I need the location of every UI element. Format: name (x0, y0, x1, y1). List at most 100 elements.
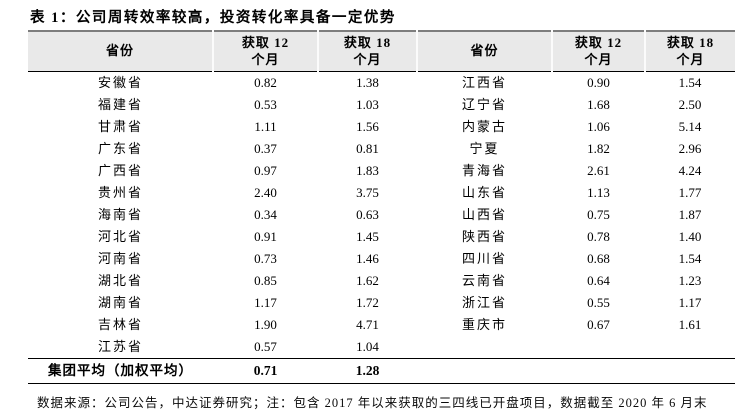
value-cell: 3.75 (356, 185, 379, 200)
total-empty-cell (552, 358, 645, 384)
province-cell: 四川省 (461, 251, 507, 266)
column-header-acquired-18m-right: 获取 18 个月 (644, 31, 735, 72)
total-label: 集团平均（加权平均） (28, 358, 213, 384)
table-row: 广西省 0.97 1.83 青海省 2.61 4.24 (28, 160, 735, 182)
province-cell: 内蒙古 (461, 119, 507, 134)
value-cell: 0.55 (587, 295, 610, 310)
total-value-18m: 1.28 (318, 358, 417, 384)
value-cell: 0.90 (587, 75, 610, 90)
value-cell: 0.64 (587, 273, 610, 288)
table-row: 贵州省 2.40 3.75 山东省 1.13 1.77 (28, 182, 735, 204)
value-cell: 2.96 (678, 141, 702, 156)
province-cell: 贵州省 (97, 185, 143, 200)
total-empty-cell (417, 358, 552, 384)
province-cell: 安徽省 (97, 75, 143, 90)
value-cell: 1.11 (254, 119, 277, 134)
value-cell: 0.91 (254, 229, 277, 244)
table-body: 安徽省 0.82 1.38 江西省 0.90 1.54 福建省 0.53 1.03 辽宁省 1.68… (28, 72, 735, 359)
table-footer-section: 集团平均（加权平均） 0.71 1.28 (28, 358, 735, 384)
table-row: 河南省 0.73 1.46 四川省 0.68 1.54 (28, 248, 735, 270)
table-row: 湖南省 1.17 1.72 浙江省 0.55 1.17 (28, 292, 735, 314)
province-cell: 山西省 (461, 207, 507, 222)
value-cell: 0.85 (254, 273, 277, 288)
column-header-province-left: 省份 (28, 31, 213, 72)
province-cell: 河南省 (97, 251, 143, 266)
value-cell: 1.46 (356, 251, 379, 266)
province-cell (417, 336, 552, 359)
column-header-acquired-12m-left: 获取 12 个月 (212, 31, 318, 72)
table-row: 福建省 0.53 1.03 辽宁省 1.68 2.50 (28, 94, 735, 116)
table-row: 甘肃省 1.11 1.56 内蒙古 1.06 5.14 (28, 116, 735, 138)
value-cell: 1.17 (254, 295, 277, 310)
value-cell: 1.38 (356, 75, 379, 90)
table-row: 湖北省 0.85 1.62 云南省 0.64 1.23 (28, 270, 735, 292)
province-cell: 青海省 (461, 163, 507, 178)
value-cell (552, 336, 645, 359)
value-cell: 1.45 (356, 229, 379, 244)
value-cell: 1.23 (678, 273, 702, 288)
value-cell: 0.57 (254, 339, 277, 354)
value-cell: 2.50 (678, 97, 702, 112)
table-row: 海南省 0.34 0.63 山西省 0.75 1.87 (28, 204, 735, 226)
table-header: 省份 获取 12 个月 获取 18 个月 省份 获取 12 个月 获取 18 个… (28, 31, 735, 72)
value-cell: 1.54 (678, 251, 702, 266)
province-cell: 海南省 (97, 207, 143, 222)
value-cell: 1.04 (356, 339, 379, 354)
table-row: 河北省 0.91 1.45 陕西省 0.78 1.40 (28, 226, 735, 248)
table-title: 表 1：公司周转效率较高，投资转化率具备一定优势 (30, 10, 396, 26)
header-row: 省份 获取 12 个月 获取 18 个月 省份 获取 12 个月 获取 18 个… (28, 31, 735, 72)
value-cell: 1.61 (678, 317, 702, 332)
value-cell: 0.75 (587, 207, 610, 222)
table-row: 吉林省 1.90 4.71 重庆市 0.67 1.61 (28, 314, 735, 336)
province-cell: 重庆市 (461, 317, 507, 332)
province-cell: 广西省 (97, 163, 143, 178)
province-cell: 山东省 (461, 185, 507, 200)
value-cell: 1.54 (678, 75, 702, 90)
value-cell: 1.62 (356, 273, 379, 288)
value-cell: 1.87 (678, 207, 702, 222)
province-cell: 云南省 (461, 273, 507, 288)
value-cell: 1.83 (356, 163, 379, 178)
value-cell: 1.68 (587, 97, 610, 112)
value-cell: 0.68 (587, 251, 610, 266)
total-row: 集团平均（加权平均） 0.71 1.28 (28, 358, 735, 384)
total-empty-cell (645, 358, 735, 384)
province-cell: 河北省 (97, 229, 143, 244)
value-cell: 4.71 (356, 317, 379, 332)
value-cell: 2.61 (587, 163, 610, 178)
value-cell: 0.63 (356, 207, 379, 222)
value-cell: 1.13 (587, 185, 610, 200)
value-cell: 0.37 (254, 141, 277, 156)
column-header-acquired-12m-right: 获取 12 个月 (551, 31, 645, 72)
value-cell: 1.77 (678, 185, 702, 200)
value-cell: 4.24 (678, 163, 702, 178)
value-cell: 1.40 (678, 229, 702, 244)
value-cell: 0.73 (254, 251, 277, 266)
value-cell: 2.40 (254, 185, 277, 200)
province-cell: 甘肃省 (97, 119, 143, 134)
table-row: 安徽省 0.82 1.38 江西省 0.90 1.54 (28, 72, 735, 95)
value-cell: 0.53 (254, 97, 277, 112)
value-cell: 0.78 (587, 229, 610, 244)
value-cell: 0.82 (254, 75, 277, 90)
table-row: 江苏省 0.57 1.04 (28, 336, 735, 359)
province-cell: 辽宁省 (461, 97, 507, 112)
value-cell (645, 336, 735, 359)
province-cell: 广东省 (97, 141, 143, 156)
value-cell: 1.56 (356, 119, 379, 134)
value-cell: 1.06 (587, 119, 610, 134)
source-note: 数据来源：公司公告，中达证券研究；注：包含 2017 年以来获取的三四线已开盘项… (37, 396, 708, 410)
province-cell: 江西省 (461, 75, 507, 90)
province-cell: 浙江省 (461, 295, 507, 310)
value-cell: 1.72 (356, 295, 379, 310)
value-cell: 1.03 (356, 97, 379, 112)
table-row: 广东省 0.37 0.81 宁夏 1.82 2.96 (28, 138, 735, 160)
value-cell: 0.97 (254, 163, 277, 178)
province-cell: 江苏省 (97, 339, 143, 354)
column-header-acquired-18m-left: 获取 18 个月 (317, 31, 417, 72)
province-cell: 湖北省 (97, 273, 143, 288)
value-cell: 1.90 (254, 317, 277, 332)
value-cell: 0.81 (356, 141, 379, 156)
province-cell: 福建省 (97, 97, 143, 112)
province-cell: 陕西省 (461, 229, 507, 244)
